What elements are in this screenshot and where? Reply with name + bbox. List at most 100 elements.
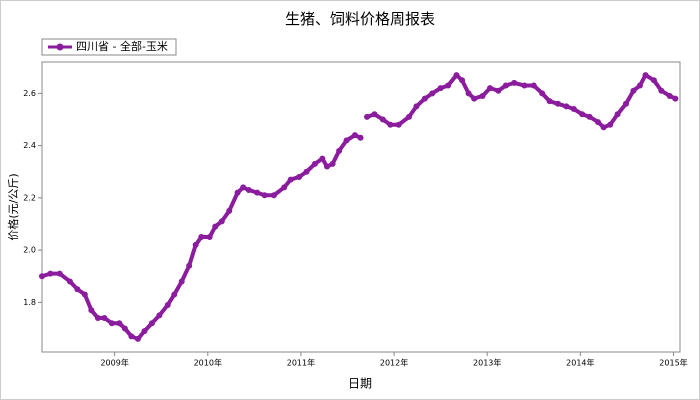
data-point: [666, 92, 673, 99]
data-point: [74, 286, 81, 293]
x-tick-label: 2009年: [100, 358, 128, 368]
data-point: [254, 189, 261, 196]
data-point: [453, 72, 460, 79]
x-tick-label: 2011年: [287, 358, 315, 368]
data-point: [134, 335, 141, 342]
data-point: [387, 121, 394, 128]
data-point: [148, 320, 155, 327]
data-point: [128, 333, 135, 340]
data-point: [88, 307, 95, 314]
data-point: [329, 160, 336, 167]
data-point: [622, 100, 629, 107]
data-point: [178, 278, 185, 285]
data-point: [164, 301, 171, 308]
data-point: [486, 85, 493, 92]
data-point: [226, 207, 233, 214]
data-point: [351, 132, 358, 139]
data-point: [630, 87, 637, 94]
data-point: [371, 111, 378, 118]
data-point: [563, 103, 570, 110]
data-point: [245, 187, 252, 194]
data-point: [650, 77, 657, 84]
data-point: [658, 87, 665, 94]
x-tick-label: 2010年: [194, 358, 222, 368]
data-point: [319, 155, 326, 162]
data-point: [141, 328, 148, 335]
data-point: [171, 291, 178, 298]
data-point: [324, 163, 331, 170]
data-point: [636, 82, 643, 89]
data-point: [81, 291, 88, 298]
data-point: [108, 320, 115, 327]
data-point: [47, 270, 54, 277]
data-point: [56, 270, 63, 277]
data-point: [421, 95, 428, 102]
data-point: [101, 315, 108, 322]
data-point: [66, 278, 73, 285]
y-tick-label: 2.2: [23, 193, 36, 202]
y-axis-label: 价格(元/公斤): [6, 173, 20, 240]
data-point: [579, 111, 586, 118]
legend-marker: [56, 43, 64, 51]
y-tick-label: 2.6: [23, 89, 36, 98]
chart-title: 生猪、饲料价格周报表: [285, 10, 435, 28]
data-point: [357, 134, 364, 141]
x-tick-label: 2012年: [380, 358, 408, 368]
data-point: [437, 85, 444, 92]
data-point: [218, 218, 225, 225]
data-point: [270, 192, 277, 199]
x-tick-label: 2015年: [659, 358, 687, 368]
data-point: [192, 241, 199, 248]
data-point: [607, 121, 614, 128]
data-point: [303, 168, 310, 175]
data-point: [395, 121, 402, 128]
data-point: [156, 312, 163, 319]
data-point: [570, 106, 577, 113]
data-point: [445, 82, 452, 89]
data-point: [554, 100, 561, 107]
data-point: [336, 147, 343, 154]
data-point: [471, 95, 478, 102]
legend: 四川省 - 全部-玉米: [41, 38, 177, 56]
data-point: [586, 113, 593, 120]
data-point: [261, 192, 268, 199]
data-point: [539, 90, 546, 97]
data-point: [39, 273, 45, 280]
y-tick-label: 1.8: [23, 298, 36, 307]
data-point: [465, 90, 472, 97]
data-point: [281, 184, 288, 191]
data-point: [311, 160, 318, 167]
data-point: [287, 176, 294, 183]
data-point: [429, 90, 436, 97]
data-point: [530, 82, 537, 89]
x-axis-label: 日期: [348, 377, 372, 391]
data-point: [94, 315, 101, 322]
data-point: [642, 72, 649, 79]
data-point: [296, 173, 303, 180]
data-point: [240, 184, 247, 191]
legend-box: [41, 38, 177, 56]
data-point: [459, 77, 466, 84]
data-point: [343, 137, 350, 144]
data-point: [413, 103, 420, 110]
data-point: [672, 95, 679, 102]
data-point: [595, 119, 602, 126]
data-point: [405, 113, 412, 120]
y-tick-label: 2.0: [23, 246, 36, 255]
data-point: [234, 189, 241, 196]
data-point: [121, 325, 128, 332]
data-point: [212, 223, 219, 230]
data-point: [186, 262, 193, 269]
data-point: [379, 116, 386, 123]
data-point: [511, 79, 518, 86]
data-point: [502, 82, 509, 89]
legend-label: 四川省 - 全部-玉米: [76, 39, 168, 53]
data-point: [600, 124, 607, 131]
data-point: [198, 234, 205, 241]
x-tick-label: 2014年: [566, 358, 594, 368]
data-point: [614, 111, 621, 118]
data-point: [521, 82, 528, 89]
data-point: [364, 113, 371, 120]
